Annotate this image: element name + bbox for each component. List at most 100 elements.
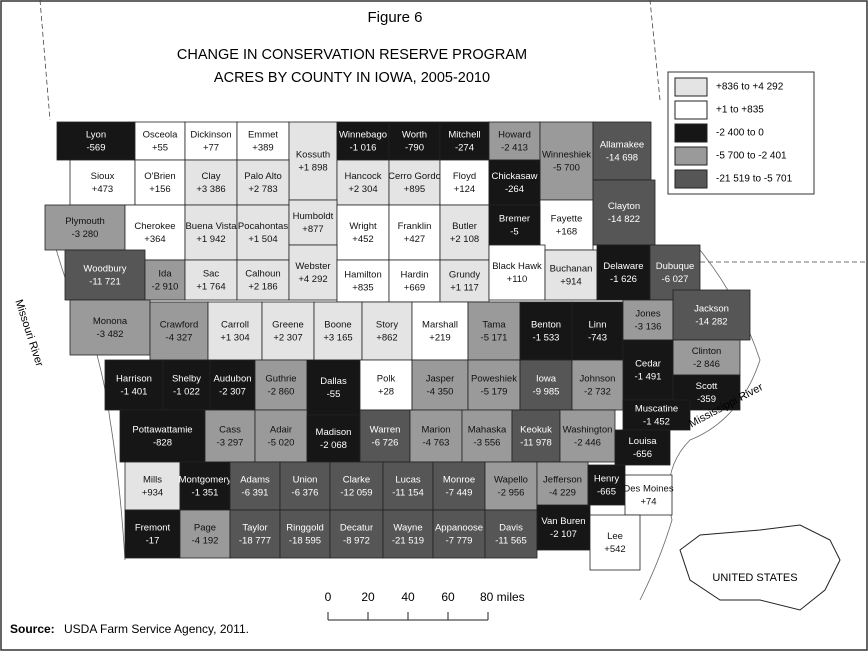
county-name: Greene [272, 320, 304, 331]
county-value: -14 698 [606, 153, 638, 164]
county-value: -12 059 [340, 488, 372, 499]
county [69, 159, 136, 206]
county-name: Jefferson [543, 475, 582, 486]
county [261, 301, 315, 361]
county-name: Audubon [213, 374, 251, 385]
county-value: -1 401 [121, 387, 148, 398]
county [184, 159, 238, 206]
county-name: Sioux [91, 171, 115, 182]
county-name: Buena Vista [185, 221, 237, 232]
county [411, 359, 469, 411]
county-name: Woodbury [83, 264, 126, 275]
county-value: +219 [429, 333, 450, 344]
county-value: -11 154 [392, 488, 424, 499]
county [622, 399, 691, 431]
county-name: Ida [158, 269, 172, 280]
county [614, 429, 671, 466]
county-name: Palo Alto [244, 171, 282, 182]
county [236, 159, 290, 206]
county-name: Dallas [320, 376, 347, 387]
county-value: +1 764 [196, 282, 225, 293]
county-value: +77 [203, 143, 219, 154]
county [329, 509, 384, 559]
county-name: Van Buren [541, 516, 585, 527]
scale-label: 40 [401, 590, 415, 604]
county-value: -7 449 [446, 488, 473, 499]
legend-swatch [674, 169, 708, 189]
county-value: -1 491 [635, 372, 662, 383]
county-name: Worth [402, 130, 427, 141]
county [622, 339, 674, 401]
county-value: -21 519 [392, 536, 424, 547]
county-value: -569 [86, 143, 105, 154]
county-name: Mills [143, 475, 162, 486]
county [536, 461, 589, 511]
county-value: -1 452 [643, 417, 670, 428]
county [488, 159, 541, 206]
county [596, 244, 651, 301]
county [589, 514, 641, 571]
county [209, 359, 256, 411]
county-name: Mitchell [448, 130, 480, 141]
county-name: Butler [452, 221, 477, 232]
county-name: O'Brien [144, 171, 175, 182]
county-value: +1 304 [220, 333, 249, 344]
county-name: Floyd [453, 171, 476, 182]
county-name: Poweshiek [471, 374, 517, 385]
county-value: -828 [153, 438, 172, 449]
scale-label: 80 miles [480, 590, 525, 604]
county-value: -2 732 [584, 387, 611, 398]
county-value: +934 [142, 488, 163, 499]
county-value: +4 292 [298, 274, 327, 285]
county-value: +1 942 [196, 234, 225, 245]
county-value: +364 [144, 234, 165, 245]
county [484, 509, 538, 559]
county [279, 509, 331, 559]
legend-label: -2 400 to 0 [716, 128, 764, 139]
county-value: -3 297 [217, 438, 244, 449]
county-value: -4 350 [427, 387, 454, 398]
county [134, 121, 186, 161]
county [488, 244, 546, 301]
county-value: -1 533 [533, 333, 560, 344]
county-value: +74 [640, 497, 656, 508]
county-name: Grundy [449, 270, 480, 281]
legend-swatch [674, 123, 708, 143]
county-name: Guthrie [265, 374, 296, 385]
county-name: Allamakee [600, 140, 644, 151]
county [236, 121, 290, 161]
county [124, 509, 181, 559]
county [336, 121, 390, 161]
county-value: -8 972 [343, 536, 370, 547]
county-name: Monroe [443, 475, 475, 486]
county-name: Emmet [248, 130, 278, 141]
county-value: -274 [455, 143, 474, 154]
county-name: Cedar [635, 359, 661, 370]
county-value: -5 179 [481, 387, 508, 398]
county-value: +1 898 [298, 163, 327, 174]
county-value: -4 229 [549, 488, 576, 499]
county [382, 509, 434, 559]
county-name: Humboldt [293, 211, 334, 222]
county-value: -1 022 [173, 387, 200, 398]
county-value: +1 117 [450, 283, 479, 294]
county-name: Keokuk [520, 425, 552, 436]
county-name: Dickinson [190, 130, 231, 141]
county-value: +877 [302, 224, 323, 235]
county-value: +2 108 [450, 234, 479, 245]
county-name: Carroll [221, 320, 249, 331]
county-name: Benton [531, 320, 561, 331]
county-name: Hardin [401, 270, 429, 281]
county-value: -4 327 [166, 333, 193, 344]
county [288, 244, 338, 301]
county-name: Jackson [694, 304, 729, 315]
county [184, 204, 238, 261]
county-value: -11 721 [89, 277, 121, 288]
county-name: Scott [696, 381, 718, 392]
county [184, 259, 238, 301]
county-name: Union [293, 475, 318, 486]
county-value: -9 985 [533, 387, 560, 398]
county [207, 301, 263, 361]
county [511, 409, 561, 463]
